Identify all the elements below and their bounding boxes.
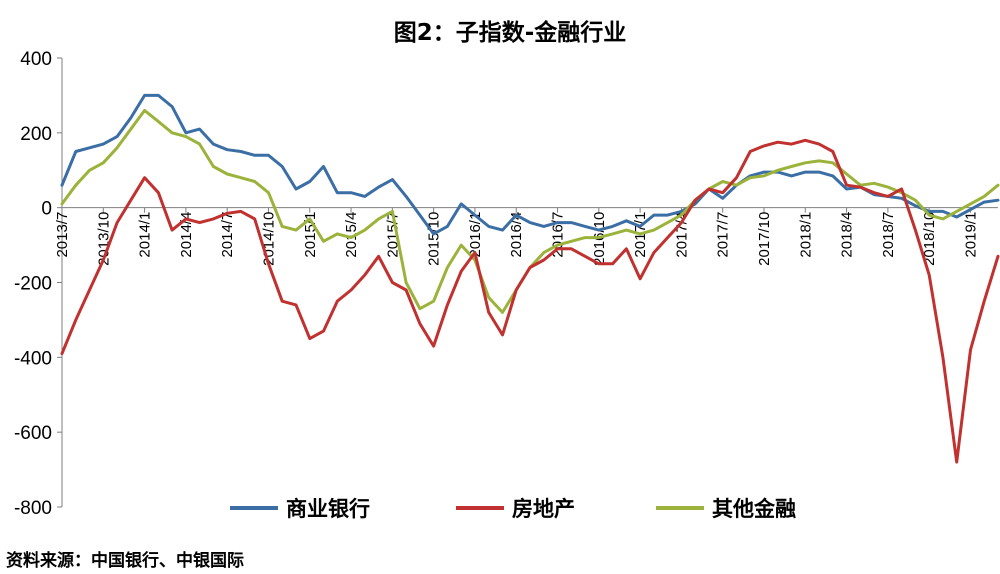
x-tick-label: 2013/7 bbox=[54, 212, 71, 258]
x-tick-label: 2016/4 bbox=[508, 212, 525, 258]
x-tick-label: 2018/1 bbox=[797, 212, 814, 258]
series-line-0 bbox=[60, 93, 1000, 236]
series-lines bbox=[60, 93, 1000, 464]
y-tick-label: 400 bbox=[20, 49, 52, 70]
x-tick-label: 2015/4 bbox=[343, 212, 360, 258]
legend-label: 商业银行 bbox=[286, 497, 370, 521]
x-tick-label: 2018/4 bbox=[839, 212, 856, 258]
legend-label: 房地产 bbox=[512, 497, 575, 521]
x-tick-label: 2013/10 bbox=[95, 212, 112, 266]
x-tick-label: 2016/7 bbox=[550, 212, 567, 258]
y-tick-label: -800 bbox=[14, 498, 52, 519]
series-line-2 bbox=[60, 108, 1000, 314]
x-tick-label: 2019/1 bbox=[962, 212, 979, 258]
x-tick-label: 2018/10 bbox=[921, 212, 938, 266]
x-tick-label: 2015/7 bbox=[384, 212, 401, 258]
y-axis: 400 200 0 -200 -400 -600 -800 bbox=[14, 49, 63, 519]
x-tick-label: 2017/10 bbox=[756, 212, 773, 266]
chart-title: 图2：子指数-金融行业 bbox=[394, 19, 627, 46]
series-line-1 bbox=[60, 138, 1000, 464]
y-tick-label: 200 bbox=[20, 124, 52, 145]
y-tick-label: -600 bbox=[14, 423, 52, 444]
y-tick-label: 0 bbox=[41, 199, 52, 220]
legend-label: 其他金融 bbox=[712, 497, 796, 521]
legend: 商业银行 房地产 其他金融 bbox=[230, 497, 796, 521]
x-tick-label: 2014/10 bbox=[260, 212, 277, 266]
source-note: 资料来源：中国银行、中银国际 bbox=[6, 550, 244, 571]
x-tick-label: 2017/4 bbox=[673, 212, 690, 258]
x-tick-label: 2014/7 bbox=[219, 212, 236, 258]
y-tick-label: -200 bbox=[14, 274, 52, 295]
x-tick-label: 2016/1 bbox=[467, 212, 484, 258]
y-tick-label: -400 bbox=[14, 348, 52, 369]
x-tick-label: 2017/7 bbox=[715, 212, 732, 258]
x-tick-label: 2015/10 bbox=[426, 212, 443, 266]
x-tick-label: 2018/7 bbox=[880, 212, 897, 258]
x-tick-label: 2014/1 bbox=[137, 212, 154, 258]
x-axis: 2013/7 2013/10 2014/1 2014/4 2014/7 2014/10 20… bbox=[54, 207, 998, 266]
